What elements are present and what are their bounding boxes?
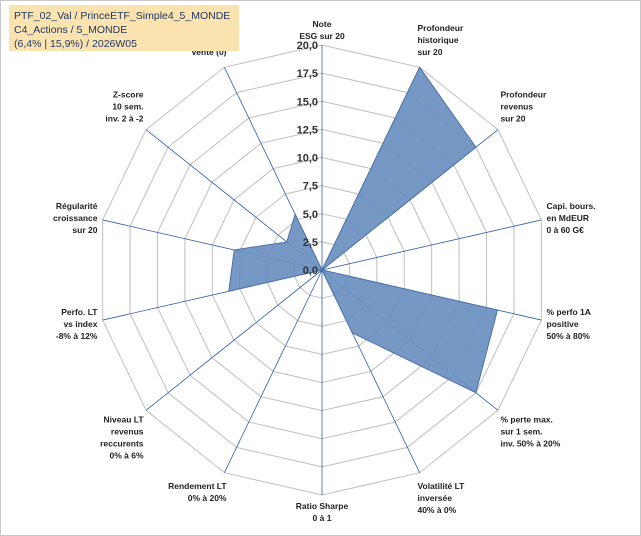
radar-tick-labels: 0,0 2,5 5,0 7,5 10,0 12,5 15,0 17,5 20,0 — [297, 40, 318, 277]
radar-series — [228, 66, 499, 394]
axis-label-3: Capi. bours. en MdEUR 0 à 60 G€ — [547, 201, 596, 235]
axis-label-11: Régularité croissance sur 20 — [53, 201, 98, 235]
info-line-3: (6,4% | 15,9%) / 2026W05 — [14, 38, 137, 50]
spoke-8 — [224, 269, 323, 473]
tick-label-4: 10,0 — [297, 153, 318, 165]
axis-label-9: Niveau LT revenus reccurents 0% à 6% — [100, 415, 144, 461]
axis-label-1: Profondeur historique sur 20 — [417, 23, 463, 57]
axis-label-0: Note ESG sur 20 — [299, 19, 345, 41]
tick-label-1: 2,5 — [303, 237, 318, 249]
info-line-1: PTF_02_Val / PrinceETF_Simple4_5_MONDE — [14, 10, 231, 22]
axis-label-10: Perfo. LT vs index -8% à 12% — [56, 307, 98, 341]
info-line-2: C4_Actions / 5_MONDE — [14, 24, 128, 36]
tick-label-8: 20,0 — [297, 40, 318, 52]
axis-label-5: % perte max. sur 1 sem. inv. 50% à 20% — [500, 415, 560, 449]
axis-label-6: Volatilité LT inversée 40% à 0% — [417, 481, 465, 515]
spoke-3 — [321, 219, 542, 271]
axis-label-12: Z-score 10 sem. inv. 2 à -2 — [105, 89, 143, 123]
axis-label-7: Ratio Sharpe 0 à 1 — [296, 501, 349, 523]
tick-label-2: 5,0 — [303, 209, 318, 221]
axis-label-4: % perfo 1A positive 50% à 80% — [547, 307, 591, 341]
tick-label-3: 7,5 — [303, 181, 318, 193]
tick-label-5: 12,5 — [297, 124, 318, 136]
spoke-9 — [145, 269, 323, 411]
series-area — [228, 66, 499, 394]
tick-label-0: 0,0 — [303, 265, 318, 277]
axis-label-8: Rendement LT 0% à 20% — [168, 481, 227, 503]
axis-label-2: Profondeur revenus sur 20 — [500, 89, 546, 123]
tick-label-7: 17,5 — [297, 68, 318, 80]
portfolio-info-box: PTF_02_Val / PrinceETF_Simple4_5_MONDE C… — [9, 5, 239, 51]
tick-label-6: 15,0 — [297, 96, 318, 108]
